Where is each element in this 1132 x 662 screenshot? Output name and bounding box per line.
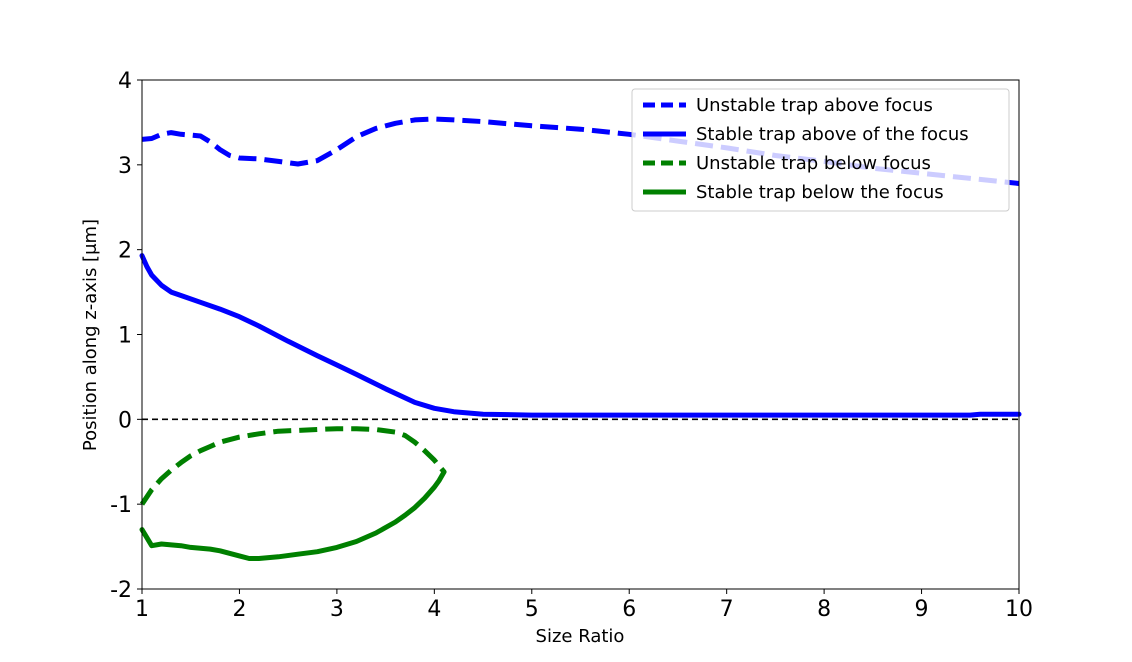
- legend-label-4: Stable trap below the focus: [696, 182, 944, 203]
- y-tick-label: 0: [118, 408, 132, 433]
- x-axis-title: Size Ratio: [536, 626, 625, 647]
- legend: Unstable trap above focus Stable trap abo…: [631, 88, 1010, 212]
- y-tick-label: 1: [118, 324, 132, 349]
- x-tick-label: 1: [135, 597, 149, 622]
- y-tick-label: 2: [118, 239, 132, 264]
- series-line-4: [139, 469, 447, 561]
- legend-label-3: Unstable trap below focus: [696, 153, 931, 174]
- legend-label-2: Stable trap above of the focus: [696, 124, 969, 145]
- series-line-3: [139, 426, 447, 506]
- y-tick-label: -2: [110, 578, 132, 603]
- x-tick-label: 3: [330, 597, 344, 622]
- x-tick-label: 9: [915, 597, 929, 622]
- legend-box: [631, 88, 1010, 212]
- x-tick-label: 6: [622, 597, 636, 622]
- y-tick-label: 4: [118, 69, 132, 94]
- legend-label-1: Unstable trap above focus: [696, 95, 933, 116]
- series-line-2: [139, 253, 1022, 418]
- x-tick-label: 4: [427, 597, 441, 622]
- y-tick-label: 3: [118, 154, 132, 179]
- x-tick-label: 8: [817, 597, 831, 622]
- y-tick-label: -1: [110, 493, 132, 518]
- x-tick-label: 10: [1005, 597, 1033, 622]
- y-axis-title: Position along z-axis [μm]: [80, 219, 101, 451]
- axes: 1 2 3 4 5 6 7 8 9 10 -2 -1 0 1 2 3 4: [110, 69, 1033, 622]
- x-tick-label: 2: [232, 597, 246, 622]
- x-tick-label: 7: [720, 597, 734, 622]
- x-tick-label: 5: [525, 597, 539, 622]
